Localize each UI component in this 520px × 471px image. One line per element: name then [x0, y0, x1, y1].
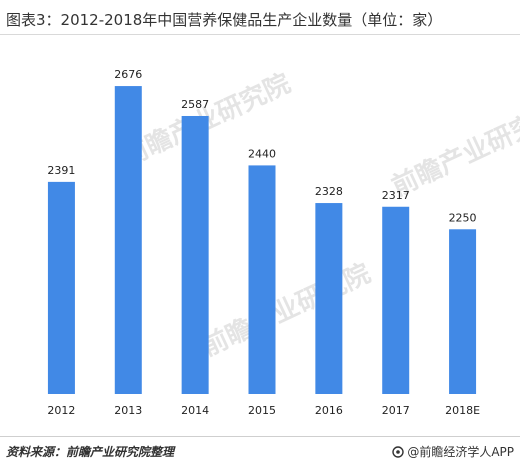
brand-logo-icon — [392, 445, 405, 458]
chart-title: 图表3：2012-2018年中国营养保健品生产企业数量（单位：家） — [6, 11, 443, 29]
data-label-2012: 2391 — [47, 164, 75, 177]
brand-credit: @前瞻经济学人APP — [392, 443, 514, 460]
title-divider — [0, 34, 520, 35]
x-tick-label-2016: 2016 — [315, 404, 343, 417]
data-label-2018E: 2250 — [449, 211, 477, 224]
footer-divider — [0, 436, 520, 437]
bar-2018E — [449, 229, 477, 394]
data-label-2014: 2587 — [181, 98, 209, 111]
bar-2015 — [248, 165, 276, 394]
x-tick-label-2017: 2017 — [382, 404, 410, 417]
bar-2012 — [47, 181, 75, 394]
x-tick-label-2018E: 2018E — [445, 404, 480, 417]
bar-chart: 2391 2012 2676 2013 2587 2014 2440 2015 2328 2016… — [47, 68, 480, 417]
bar-2017 — [382, 206, 410, 394]
x-tick-label-2012: 2012 — [47, 404, 75, 417]
x-tick-label-2013: 2013 — [114, 404, 142, 417]
data-label-2013: 2676 — [114, 68, 142, 81]
brand-label: @前瞻经济学人APP — [407, 445, 514, 459]
source-note: 资料来源：前瞻产业研究院整理 — [6, 445, 175, 459]
bar-2014 — [181, 115, 209, 394]
bar-2013 — [114, 86, 142, 394]
data-label-2017: 2317 — [382, 189, 410, 202]
data-label-2016: 2328 — [315, 185, 343, 198]
x-tick-label-2014: 2014 — [181, 404, 209, 417]
data-label-2015: 2440 — [248, 147, 276, 160]
x-tick-label-2015: 2015 — [248, 404, 276, 417]
bar-2016 — [315, 203, 343, 394]
